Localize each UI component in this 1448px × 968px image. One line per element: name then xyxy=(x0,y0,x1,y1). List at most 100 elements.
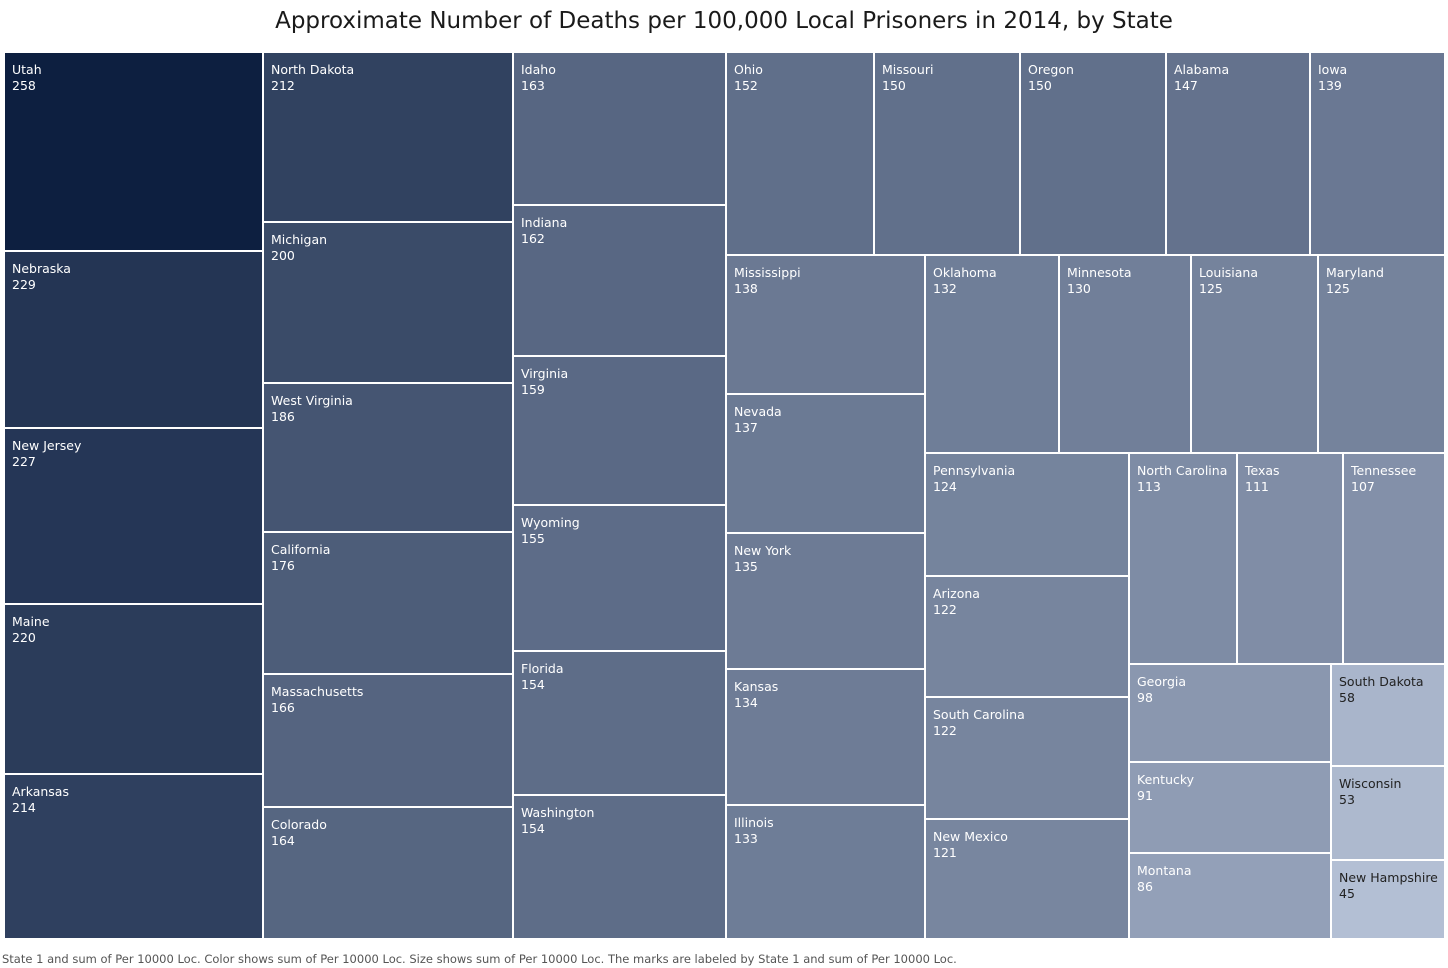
treemap-cell-missouri[interactable]: Missouri 150 xyxy=(874,52,1020,255)
treemap-cell-ohio[interactable]: Ohio 152 xyxy=(726,52,874,255)
cell-label: Nevada 137 xyxy=(734,404,782,436)
state-value: 86 xyxy=(1137,879,1153,894)
treemap-cell-illinois[interactable]: Illinois 133 xyxy=(726,805,925,939)
treemap-cell-georgia[interactable]: Georgia 98 xyxy=(1129,664,1331,762)
state-value: 107 xyxy=(1351,479,1375,494)
treemap-cell-colorado[interactable]: Colorado 164 xyxy=(263,807,513,939)
chart-footer-note: State 1 and sum of Per 10000 Loc. Color … xyxy=(2,952,957,966)
state-value: 214 xyxy=(12,800,36,815)
treemap-cell-oklahoma[interactable]: Oklahoma 132 xyxy=(925,255,1059,453)
state-value: 227 xyxy=(12,454,36,469)
state-value: 58 xyxy=(1339,690,1355,705)
treemap-cell-south-carolina[interactable]: South Carolina 122 xyxy=(925,697,1129,819)
treemap-cell-nevada[interactable]: Nevada 137 xyxy=(726,394,925,533)
treemap-cell-alabama[interactable]: Alabama 147 xyxy=(1166,52,1310,255)
treemap-cell-virginia[interactable]: Virginia 159 xyxy=(513,356,726,505)
treemap-cell-montana[interactable]: Montana 86 xyxy=(1129,853,1331,939)
treemap-cell-texas[interactable]: Texas 111 xyxy=(1237,453,1343,664)
state-value: 122 xyxy=(933,602,957,617)
state-value: 147 xyxy=(1174,78,1198,93)
state-value: 132 xyxy=(933,281,957,296)
state-name: Wyoming xyxy=(521,515,580,530)
state-name: New York xyxy=(734,543,792,558)
cell-label: Alabama 147 xyxy=(1174,62,1229,94)
treemap-cell-maryland[interactable]: Maryland 125 xyxy=(1318,255,1445,453)
cell-label: Louisiana 125 xyxy=(1199,265,1258,297)
cell-label: New York 135 xyxy=(734,543,791,575)
treemap-cell-florida[interactable]: Florida 154 xyxy=(513,651,726,795)
state-name: Iowa xyxy=(1318,62,1348,77)
cell-label: Oregon 150 xyxy=(1028,62,1074,94)
state-value: 111 xyxy=(1245,479,1269,494)
state-name: South Dakota xyxy=(1339,674,1424,689)
state-value: 164 xyxy=(271,833,295,848)
chart-title: Approximate Number of Deaths per 100,000… xyxy=(275,8,1173,34)
cell-label: New Hampshire 45 xyxy=(1339,870,1438,902)
cell-label: Massachusetts 166 xyxy=(271,684,363,716)
state-value: 91 xyxy=(1137,788,1153,803)
state-name: Colorado xyxy=(271,817,327,832)
treemap-cell-mississippi[interactable]: Mississippi 138 xyxy=(726,255,925,394)
state-value: 258 xyxy=(12,78,36,93)
treemap-cell-iowa[interactable]: Iowa 139 xyxy=(1310,52,1445,255)
treemap-cell-arkansas[interactable]: Arkansas 214 xyxy=(4,774,263,939)
treemap-cell-new-mexico[interactable]: New Mexico 121 xyxy=(925,819,1129,939)
treemap-cell-north-carolina[interactable]: North Carolina 113 xyxy=(1129,453,1237,664)
cell-label: Wyoming 155 xyxy=(521,515,580,547)
state-name: Arkansas xyxy=(12,784,69,799)
state-value: 152 xyxy=(734,78,758,93)
treemap-cell-indiana[interactable]: Indiana 162 xyxy=(513,205,726,356)
treemap-cell-kansas[interactable]: Kansas 134 xyxy=(726,669,925,805)
treemap-cell-washington[interactable]: Washington 154 xyxy=(513,795,726,939)
state-name: Louisiana xyxy=(1199,265,1259,280)
treemap-cell-new-hampshire[interactable]: New Hampshire 45 xyxy=(1331,860,1445,939)
treemap-cell-nebraska[interactable]: Nebraska 229 xyxy=(4,251,263,428)
treemap-cell-minnesota[interactable]: Minnesota 130 xyxy=(1059,255,1191,453)
cell-label: Tennessee 107 xyxy=(1351,463,1416,495)
state-value: 154 xyxy=(521,677,545,692)
state-value: 200 xyxy=(271,248,295,263)
treemap-cell-michigan[interactable]: Michigan 200 xyxy=(263,222,513,383)
treemap-cell-pennsylvania[interactable]: Pennsylvania 124 xyxy=(925,453,1129,576)
cell-label: Kentucky 91 xyxy=(1137,772,1194,804)
treemap-cell-kentucky[interactable]: Kentucky 91 xyxy=(1129,762,1331,853)
cell-label: Pennsylvania 124 xyxy=(933,463,1015,495)
state-value: 98 xyxy=(1137,690,1153,705)
state-value: 113 xyxy=(1137,479,1161,494)
state-value: 176 xyxy=(271,558,295,573)
treemap-cell-utah[interactable]: Utah 258 xyxy=(4,52,263,251)
treemap-cell-wyoming[interactable]: Wyoming 155 xyxy=(513,505,726,651)
treemap-cell-west-virginia[interactable]: West Virginia 186 xyxy=(263,383,513,532)
treemap-cell-new-jersey[interactable]: New Jersey 227 xyxy=(4,428,263,604)
state-value: 212 xyxy=(271,78,295,93)
treemap-cell-south-dakota[interactable]: South Dakota 58 xyxy=(1331,664,1445,766)
state-value: 125 xyxy=(1199,281,1223,296)
treemap-cell-wisconsin[interactable]: Wisconsin 53 xyxy=(1331,766,1445,860)
treemap-cell-oregon[interactable]: Oregon 150 xyxy=(1020,52,1166,255)
treemap-cell-maine[interactable]: Maine 220 xyxy=(4,604,263,774)
state-name: Pennsylvania xyxy=(933,463,1016,478)
treemap-cell-arizona[interactable]: Arizona 122 xyxy=(925,576,1129,697)
state-name: Missouri xyxy=(882,62,934,77)
cell-label: South Carolina 122 xyxy=(933,707,1025,739)
treemap-cell-louisiana[interactable]: Louisiana 125 xyxy=(1191,255,1318,453)
treemap-cell-new-york[interactable]: New York 135 xyxy=(726,533,925,669)
treemap-cell-california[interactable]: California 176 xyxy=(263,532,513,674)
state-value: 186 xyxy=(271,409,295,424)
treemap-cell-massachusetts[interactable]: Massachusetts 166 xyxy=(263,674,513,807)
state-name: Michigan xyxy=(271,232,328,247)
cell-label: Maryland 125 xyxy=(1326,265,1384,297)
treemap-cell-idaho[interactable]: Idaho 163 xyxy=(513,52,726,205)
state-name: Georgia xyxy=(1137,674,1187,689)
state-value: 138 xyxy=(734,281,758,296)
state-name: Massachusetts xyxy=(271,684,364,699)
state-value: 121 xyxy=(933,845,957,860)
treemap-cell-north-dakota[interactable]: North Dakota 212 xyxy=(263,52,513,222)
state-value: 163 xyxy=(521,78,545,93)
cell-label: Wisconsin 53 xyxy=(1339,776,1401,808)
treemap-cell-tennessee[interactable]: Tennessee 107 xyxy=(1343,453,1445,664)
state-name: Kentucky xyxy=(1137,772,1195,787)
state-name: Nevada xyxy=(734,404,782,419)
state-name: Ohio xyxy=(734,62,763,77)
cell-label: Virginia 159 xyxy=(521,366,568,398)
